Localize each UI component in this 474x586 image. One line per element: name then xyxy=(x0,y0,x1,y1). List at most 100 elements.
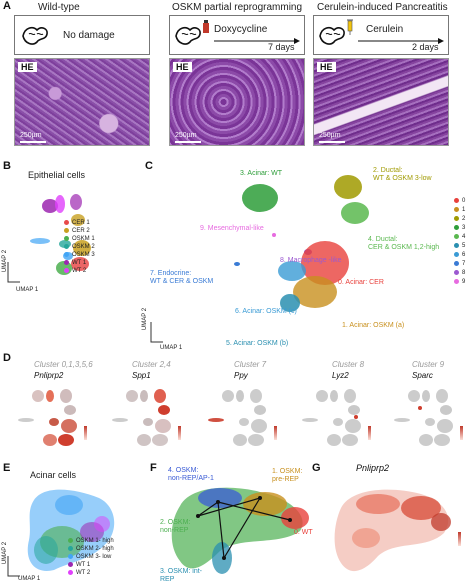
cluster-label: 0. Acinar: CER xyxy=(338,279,384,286)
panel-label-c: C xyxy=(145,160,153,172)
feature-plot xyxy=(208,389,267,446)
pancreas-icon xyxy=(319,26,345,45)
legend-item: OSKM 3- low xyxy=(68,554,111,560)
cluster-label: 8. Macrophage -like xyxy=(280,257,342,264)
condition-days-oskm: 7 days xyxy=(268,42,295,52)
legend-item: OSKM 3 xyxy=(64,252,95,258)
legend-item: WT 1 xyxy=(64,260,86,266)
feature-plot xyxy=(112,389,171,446)
legend-item: OSKM 1 xyxy=(64,236,95,242)
panel-label-f: F xyxy=(150,462,157,474)
condition-label-wildtype: No damage xyxy=(63,30,115,41)
state-label: 2. OSKM: non-REP xyxy=(160,519,191,534)
he-image-wildtype: HE 250µm xyxy=(14,58,150,146)
panel-e-title: Acinar cells xyxy=(30,470,77,480)
condition-box-wildtype: No damage xyxy=(14,15,150,55)
cluster-label: 7. Endocrine: WT & CER & OSKM xyxy=(150,270,214,285)
scale-bar xyxy=(175,141,201,143)
panel-label-e: E xyxy=(3,462,11,474)
colorbar xyxy=(84,426,87,440)
condition-box-oskm: Doxycycline 7 days xyxy=(169,15,305,55)
gene-name: Spp1 xyxy=(132,371,151,380)
legend-item: CER 1 xyxy=(64,220,90,226)
colorbar xyxy=(368,426,371,440)
axis-arrows xyxy=(150,322,163,343)
legend-item: OSKM 2 xyxy=(64,244,95,250)
condition-box-cerulein: Cerulein 2 days xyxy=(313,15,449,55)
panel-b-title: Epithelial cells xyxy=(28,170,86,180)
condition-label-oskm: Doxycycline xyxy=(214,24,268,35)
feature-plot xyxy=(394,389,453,446)
panel-label-b: B xyxy=(3,160,11,172)
cluster-label: 5. Acinar: OSKM (b) xyxy=(226,340,289,347)
legend-item: OSKM 1- high xyxy=(68,538,114,544)
panel-b-axis-x: UMAP 1 xyxy=(16,287,39,293)
he-tag: HE xyxy=(18,62,37,72)
legend-item: 7 xyxy=(454,261,465,267)
cluster-label: 9. Mesenchymal-like xyxy=(200,225,264,232)
scale-bar xyxy=(319,141,345,143)
arrow-icon xyxy=(214,38,300,44)
colorbar xyxy=(458,532,461,546)
gene-cluster-title: Cluster 2,4 xyxy=(132,360,171,369)
gene-name: Ppy xyxy=(234,371,248,380)
state-label: 4. OSKM: non-REP/AP-1 xyxy=(168,467,214,482)
cluster-label: 2. Ductal: WT & OSKM 3-low xyxy=(373,167,432,182)
condition-title-wildtype: Wild-type xyxy=(38,2,80,13)
panel-label-d: D xyxy=(3,352,11,364)
panel-label-g: G xyxy=(312,462,321,474)
umap-acinar-plot xyxy=(27,489,115,571)
scale-bar xyxy=(20,141,46,143)
colorbar xyxy=(274,426,277,440)
legend-item: 1 xyxy=(454,207,465,213)
condition-days-cerulein: 2 days xyxy=(412,42,439,52)
gene-name: Pnliprp2 xyxy=(34,371,64,380)
umap-epithelial-plot xyxy=(30,194,91,275)
gene-name: Sparc xyxy=(412,371,433,380)
gene-name: Lyz2 xyxy=(332,371,349,380)
colorbar xyxy=(178,426,181,440)
gene-cluster-title: Cluster 9 xyxy=(412,360,445,369)
cluster-label: 4. Ductal: CER & OSKM 1,2-high xyxy=(368,236,440,251)
legend-item: WT 2 xyxy=(68,570,90,576)
panel-label-a: A xyxy=(3,0,11,12)
legend-item: 9 xyxy=(454,279,465,285)
feature-plot xyxy=(334,489,451,572)
bottle-icon xyxy=(203,20,209,33)
condition-title-oskm: OSKM partial reprogramming xyxy=(172,2,303,13)
legend-item: 2 xyxy=(454,216,465,222)
legend-item: CER 2 xyxy=(64,228,90,234)
he-tag: HE xyxy=(317,62,336,72)
legend-item: 0 xyxy=(454,198,465,204)
legend-item: 4 xyxy=(454,234,465,240)
legend-item: OSKM 2- high xyxy=(68,546,114,552)
gene-name: Pnliprp2 xyxy=(356,463,390,473)
gene-cluster-title: Cluster 7 xyxy=(234,360,267,369)
state-label: 1. OSKM: pre-REP xyxy=(272,468,303,483)
scale-label: 250µm xyxy=(175,132,197,139)
scale-label: 250µm xyxy=(20,132,42,139)
panel-c-axis-y: UMAP 2 xyxy=(142,307,149,331)
colorbar xyxy=(460,426,463,440)
legend-item: WT 2 xyxy=(64,268,86,274)
legend-item: 8 xyxy=(454,270,465,276)
arrow-icon xyxy=(358,38,444,44)
axis-arrows xyxy=(7,262,20,283)
feature-plot xyxy=(302,389,361,446)
gene-cluster-title: Cluster 8 xyxy=(332,360,365,369)
he-tag: HE xyxy=(173,62,192,72)
legend-item: 5 xyxy=(454,243,465,249)
state-label: 0. WT xyxy=(294,529,313,536)
panel-c-axis-x: UMAP 1 xyxy=(160,345,183,351)
legend-item: 6 xyxy=(454,252,465,258)
legend-item: 3 xyxy=(454,225,465,231)
cluster-label: 6. Acinar: OSKM (c) xyxy=(235,308,297,315)
pancreas-icon xyxy=(175,26,201,45)
he-image-oskm: HE 250µm xyxy=(169,58,305,146)
gene-cluster-title: Cluster 0,1,3,5,6 xyxy=(34,360,93,369)
syringe-icon xyxy=(347,19,353,35)
cluster-label: 1. Acinar: OSKM (a) xyxy=(342,322,405,329)
trajectory-plot xyxy=(171,487,309,574)
cluster-label: 3. Acinar: WT xyxy=(240,170,283,177)
panel-e-axis-x: UMAP 1 xyxy=(18,576,41,582)
